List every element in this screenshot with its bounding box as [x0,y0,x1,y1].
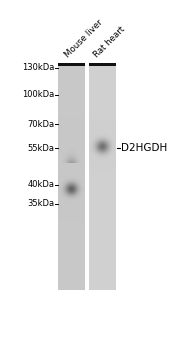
Text: 100kDa: 100kDa [23,90,55,99]
Text: 40kDa: 40kDa [28,180,55,189]
Bar [58,63,85,66]
Bar [89,66,116,290]
Text: 130kDa: 130kDa [22,63,55,72]
Text: Mouse liver: Mouse liver [63,18,105,60]
Text: 70kDa: 70kDa [28,120,55,129]
Text: 35kDa: 35kDa [28,199,55,208]
Text: Rat heart: Rat heart [92,25,126,60]
Text: 55kDa: 55kDa [28,144,55,153]
Bar [58,66,85,290]
Text: D2HGDH: D2HGDH [121,144,167,153]
Bar [89,63,116,66]
